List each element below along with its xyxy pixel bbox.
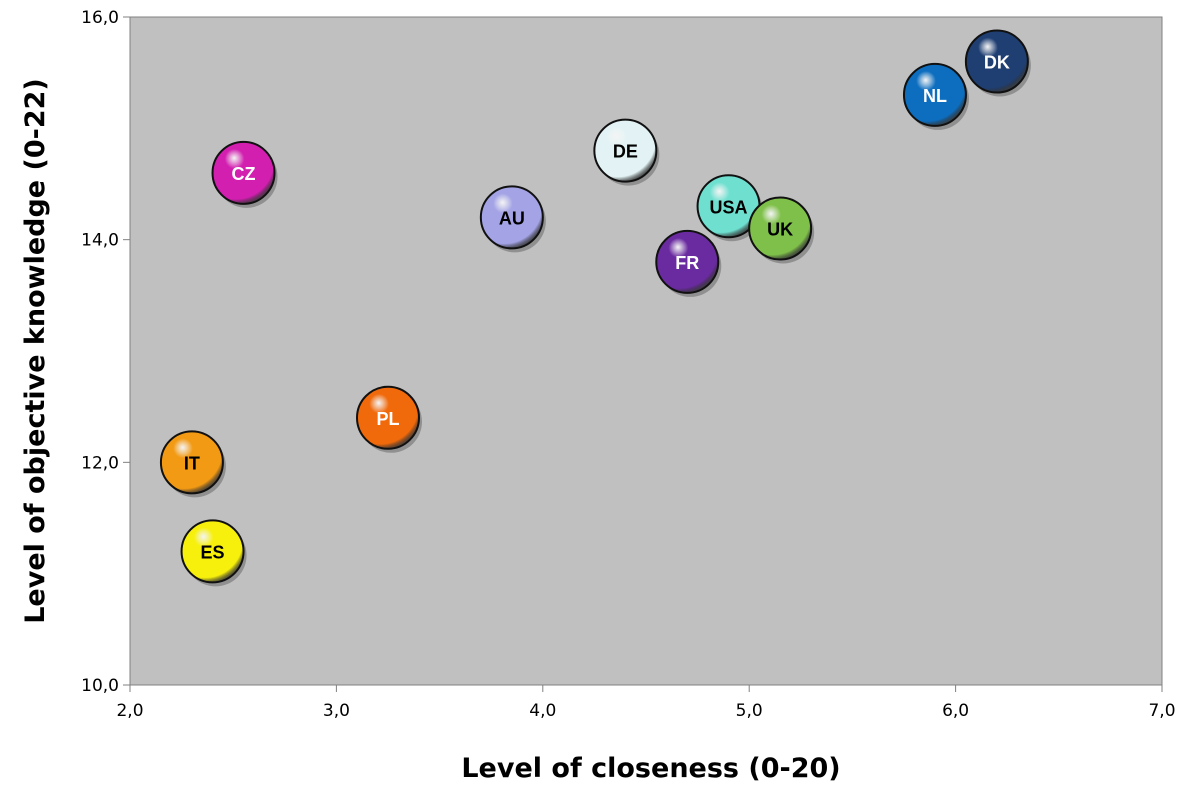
bubble-marker	[748, 196, 813, 261]
x-tick-label: 7,0	[1148, 701, 1175, 721]
bubble-label: ES	[201, 542, 225, 562]
x-tick-label: 4,0	[529, 701, 556, 721]
data-point-nl: NL	[902, 62, 969, 130]
y-tick-label: 16,0	[81, 8, 119, 28]
data-point-au: AU	[479, 185, 546, 253]
bubble-label: PL	[376, 409, 399, 429]
x-tick-label: 2,0	[116, 701, 143, 721]
data-point-fr: FR	[655, 229, 722, 297]
plot-area	[129, 16, 1163, 686]
bubble-marker	[356, 385, 420, 450]
bubble-label: NL	[923, 86, 947, 106]
bubble-label: FR	[675, 253, 699, 273]
x-axis-title: Level of closeness (0-20)	[461, 753, 840, 784]
y-tick-label: 10,0	[81, 676, 119, 696]
bubble-label: DE	[613, 142, 638, 162]
bubble-marker	[964, 29, 1029, 94]
bubble-label: DK	[984, 53, 1010, 73]
bubble-marker	[655, 229, 720, 294]
data-point-dk: DK	[964, 29, 1031, 97]
data-point-pl: PL	[356, 385, 422, 453]
data-point-de: DE	[593, 118, 660, 186]
y-tick-label: 14,0	[81, 231, 119, 251]
y-axis-title: Level of objective knowledge (0-22)	[20, 78, 51, 624]
bubble-marker	[180, 519, 245, 584]
x-tick-label: 3,0	[323, 701, 350, 721]
x-axis: 2,0 3,0 4,0 5,0 6,0 7,0	[116, 684, 1176, 721]
bubble-series: DK NL DE CZ USA AU UK FR PL IT ES	[159, 29, 1031, 587]
bubble-marker	[479, 185, 544, 250]
bubble-label: AU	[499, 208, 525, 228]
data-point-uk: UK	[748, 196, 815, 264]
x-tick-label: 5,0	[736, 701, 763, 721]
bubble-label: USA	[710, 197, 748, 217]
bubble-marker	[593, 118, 658, 183]
data-point-es: ES	[180, 519, 247, 587]
data-point-it: IT	[159, 430, 226, 498]
bubble-marker	[902, 62, 967, 127]
bubble-label: UK	[767, 220, 793, 240]
bubble-label: CZ	[232, 164, 256, 184]
y-axis: 10,0 12,0 14,0 16,0	[81, 8, 131, 696]
bubble-marker	[211, 140, 276, 205]
bubble-marker	[159, 430, 224, 495]
data-point-usa: USA	[696, 174, 763, 242]
data-point-cz: CZ	[211, 140, 278, 208]
y-tick-label: 12,0	[81, 453, 119, 473]
bubble-label: IT	[184, 453, 200, 473]
x-tick-label: 6,0	[942, 701, 969, 721]
